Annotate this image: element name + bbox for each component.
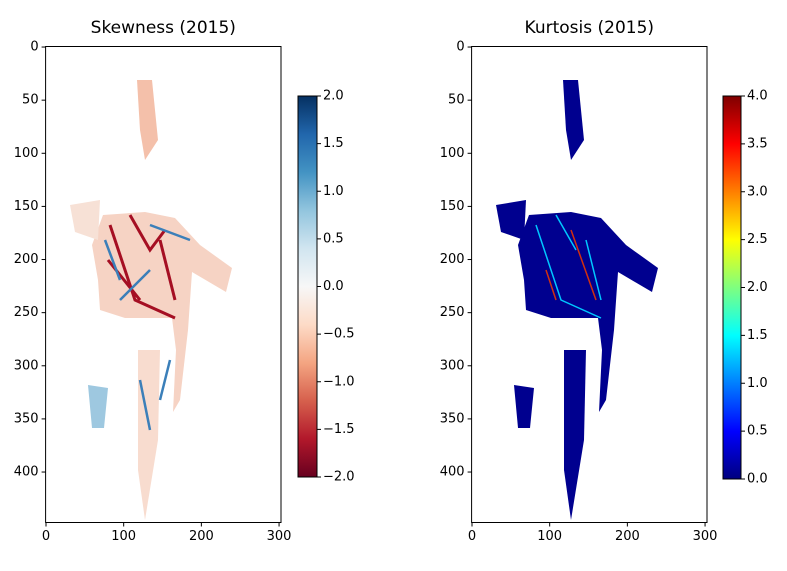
colorbar-tick-label: −1.5	[323, 422, 355, 437]
axes-frame	[471, 46, 708, 523]
x-tick-label: 200	[615, 529, 640, 544]
y-tick-label: 150	[440, 199, 465, 214]
y-tick-label: 400	[14, 465, 39, 480]
colorbar-tick-label: 3.5	[747, 136, 768, 151]
colorbar-tick-label: 1.5	[747, 328, 768, 343]
y-tick-label: 350	[14, 411, 39, 426]
colorbar-tick-label: −1.0	[323, 374, 355, 389]
colorbar-tick-label: 2.0	[747, 280, 768, 295]
colorbar-tick-label: 1.0	[747, 376, 768, 391]
y-tick-label: 150	[14, 199, 39, 214]
colorbar-tick-label: 0.0	[747, 472, 768, 487]
y-tick-label: 300	[14, 358, 39, 373]
chart-title: Kurtosis (2015)	[525, 18, 655, 38]
y-tick-label: 250	[440, 305, 465, 320]
chart-title: Skewness (2015)	[91, 18, 236, 38]
x-tick-label: 0	[42, 529, 50, 544]
colorbar-tick-label: 0.5	[747, 424, 768, 439]
colorbar-tick-label: −2.0	[323, 470, 355, 485]
y-tick-label: 350	[440, 411, 465, 426]
y-tick-label: 50	[448, 93, 465, 108]
colorbar-tick-label: 3.0	[747, 184, 768, 199]
colorbar	[297, 95, 318, 478]
y-tick-label: 250	[14, 305, 39, 320]
image-left	[70, 80, 232, 520]
x-tick-label: 200	[189, 529, 214, 544]
colorbar-tick-label: 1.0	[323, 184, 344, 199]
colorbar-tick-label: 2.5	[747, 232, 768, 247]
colorbar-tick-label: 0.5	[323, 231, 344, 246]
y-tick-label: 300	[440, 358, 465, 373]
x-tick-label: 100	[111, 529, 136, 544]
x-tick-label: 100	[537, 529, 562, 544]
colorbar-tick-label: −0.5	[323, 327, 355, 342]
colorbar	[722, 95, 742, 480]
colorbar-tick-label: 0.0	[323, 279, 344, 294]
y-tick-label: 100	[440, 146, 465, 161]
colorbar-tick-label: 2.0	[323, 89, 344, 104]
y-tick-label: 100	[14, 146, 39, 161]
x-tick-label: 300	[693, 529, 718, 544]
x-tick-label: 300	[267, 529, 292, 544]
colorbar-tick-label: 1.5	[323, 136, 344, 151]
x-tick-label: 0	[468, 529, 476, 544]
y-tick-label: 50	[22, 93, 39, 108]
y-tick-label: 400	[440, 465, 465, 480]
axes-frame	[45, 46, 282, 523]
y-tick-label: 0	[30, 40, 38, 55]
colorbar-tick-label: 4.0	[747, 89, 768, 104]
y-tick-label: 200	[440, 252, 465, 267]
y-tick-label: 0	[456, 40, 464, 55]
image-right	[496, 80, 658, 520]
y-tick-label: 200	[14, 252, 39, 267]
